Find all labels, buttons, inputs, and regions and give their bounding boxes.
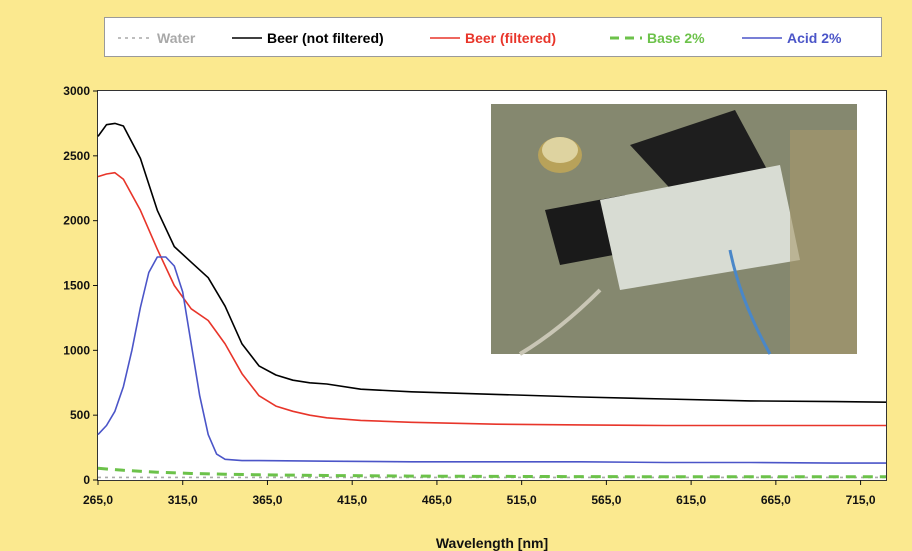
x-axis-title: Wavelength [nm] xyxy=(436,535,548,551)
x-tick-label: 315,0 xyxy=(168,493,198,507)
legend xyxy=(104,17,882,57)
y-tick-label: 0 xyxy=(83,473,90,487)
inset-photo xyxy=(491,104,857,356)
legend-label: Acid 2% xyxy=(787,30,842,46)
x-tick-label: 665,0 xyxy=(761,493,791,507)
x-tick-label: 615,0 xyxy=(676,493,706,507)
legend-label: Beer (not filtered) xyxy=(267,30,384,46)
series-line-beer-not-filtered- xyxy=(97,122,887,403)
y-tick-label: 2000 xyxy=(63,214,90,228)
y-tick-label: 1000 xyxy=(63,343,90,357)
series-line-beer-filtered- xyxy=(97,171,886,427)
x-tick-label: 515,0 xyxy=(507,493,537,507)
x-tick-label: 465,0 xyxy=(422,493,452,507)
y-tick-label: 1500 xyxy=(63,279,90,293)
x-tick-label: 365,0 xyxy=(252,493,282,507)
legend-label: Beer (filtered) xyxy=(465,30,556,46)
x-tick-label: 565,0 xyxy=(591,493,621,507)
x-tick-label: 265,0 xyxy=(83,493,113,507)
legend-label: Base 2% xyxy=(647,30,705,46)
x-tick-label: 715,0 xyxy=(846,493,876,507)
y-tick-label: 3000 xyxy=(63,84,90,98)
y-tick-label: 500 xyxy=(70,408,90,422)
series-line-acid-2- xyxy=(97,256,886,464)
series-line-base-2- xyxy=(97,466,886,479)
legend-label: Water xyxy=(157,30,196,46)
y-tick-label: 2500 xyxy=(63,149,90,163)
x-tick-label: 415,0 xyxy=(337,493,367,507)
